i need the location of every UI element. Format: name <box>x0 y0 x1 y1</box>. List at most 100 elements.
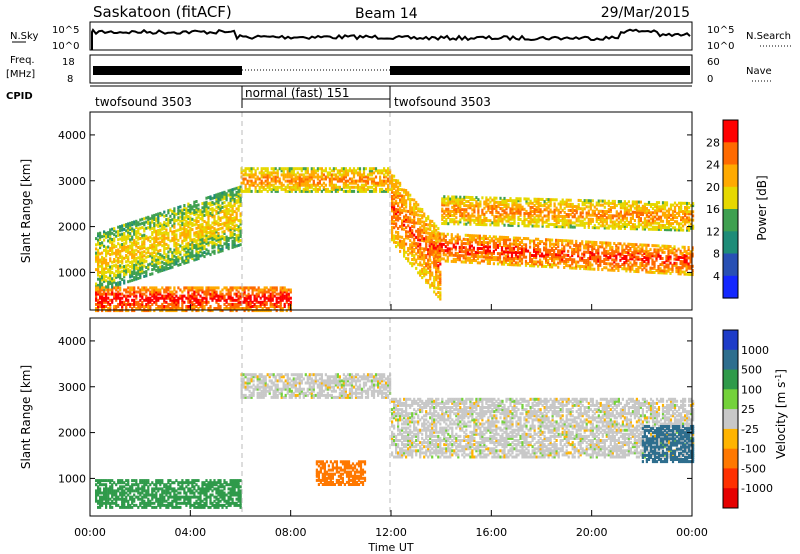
echo-cell <box>197 257 200 261</box>
echo-cell <box>429 269 432 273</box>
echo-cell <box>557 251 560 255</box>
echo-cell <box>484 253 487 257</box>
echo-cell <box>139 253 142 257</box>
echo-cell <box>145 216 148 220</box>
echo-cell <box>681 256 684 259</box>
echo-cell <box>233 228 236 232</box>
echo-cell <box>657 227 661 231</box>
echo-cell <box>463 216 466 220</box>
echo-cell <box>512 240 516 244</box>
echo-cell <box>360 185 364 189</box>
echo-cell <box>533 243 536 247</box>
echo-cell <box>248 189 251 193</box>
echo-cell <box>393 226 396 230</box>
echo-cell <box>113 292 116 296</box>
echo-cell <box>601 218 604 222</box>
echo-cell <box>504 250 508 254</box>
echo-cell <box>105 252 108 256</box>
echo-cell <box>290 171 293 175</box>
echo-cell <box>133 302 136 306</box>
echo-cell <box>171 232 174 236</box>
echo-cell <box>467 218 470 222</box>
echo-cell <box>503 209 506 213</box>
echo-cell <box>328 183 331 187</box>
echo-cell <box>235 207 238 211</box>
echo-cell <box>635 204 638 208</box>
echo-cell <box>225 216 228 220</box>
echo-cell <box>613 214 616 218</box>
echo-cell <box>125 307 128 310</box>
echo-cell <box>101 288 104 292</box>
echo-cell <box>446 241 449 245</box>
echo-cell <box>225 206 228 210</box>
echo-cell <box>244 185 247 189</box>
echo-cell <box>429 240 432 244</box>
echo-cell <box>169 221 172 224</box>
echo-cell <box>454 235 457 239</box>
echo-cell <box>623 202 626 206</box>
echo-cell <box>195 206 198 210</box>
echo-cell <box>374 189 378 193</box>
echo-cell <box>453 199 456 203</box>
echo-cell <box>439 283 442 287</box>
echo-cell <box>603 249 606 253</box>
echo-cell <box>621 246 624 250</box>
echo-cell <box>649 270 652 274</box>
echo-cell <box>270 189 273 193</box>
echo-cell <box>665 246 668 250</box>
echo-cell <box>125 296 128 300</box>
echo-cell <box>545 250 548 254</box>
echo-cell <box>421 263 424 267</box>
echo-cell <box>455 210 458 213</box>
echo-cell <box>358 175 362 179</box>
echo-cell <box>617 269 620 272</box>
echo-cell <box>145 251 148 255</box>
echo-cell <box>340 177 343 181</box>
echo-cell <box>282 173 285 177</box>
echo-cell <box>506 244 510 248</box>
echo-cell <box>589 251 592 254</box>
echo-cell <box>440 257 443 261</box>
echo-cell <box>692 210 695 214</box>
echo-cell <box>657 223 661 227</box>
echo-cell <box>103 292 106 296</box>
echo-cell <box>557 238 560 242</box>
echo-cell <box>233 187 236 191</box>
echo-cell <box>688 206 691 210</box>
echo-cell <box>288 185 291 189</box>
echo-cell <box>465 222 468 226</box>
echo-cell <box>177 255 180 259</box>
echo-cell <box>589 265 592 269</box>
echo-cell <box>173 242 176 246</box>
echo-cell <box>431 244 434 248</box>
echo-cell <box>581 201 584 205</box>
echo-cell <box>314 185 317 189</box>
echo-cell <box>539 240 542 243</box>
echo-cell <box>490 253 493 257</box>
echo-cell <box>137 276 140 280</box>
echo-cell <box>95 237 98 241</box>
echo-cell <box>645 209 648 212</box>
echo-cell <box>201 231 204 234</box>
echo-cell <box>121 257 124 261</box>
echo-cell <box>334 189 337 193</box>
echo-cell <box>581 221 584 225</box>
echo-cell <box>627 200 630 204</box>
echo-cell <box>611 226 614 230</box>
echo-cell <box>111 264 114 268</box>
echo-cell <box>225 214 228 218</box>
echo-cell <box>505 215 508 219</box>
echo-cell <box>250 169 253 173</box>
echo-cell <box>637 217 640 221</box>
echo-cell <box>427 260 430 264</box>
echo-cell <box>167 231 170 235</box>
echo-cell <box>169 229 172 233</box>
echo-cell <box>665 209 669 213</box>
echo-cell <box>203 240 206 244</box>
echo-cell <box>330 181 333 185</box>
echo-cell <box>356 167 360 171</box>
echo-cell <box>115 269 118 273</box>
echo-cell <box>207 214 210 218</box>
echo-cell <box>423 266 426 270</box>
echo-cell <box>197 224 200 228</box>
